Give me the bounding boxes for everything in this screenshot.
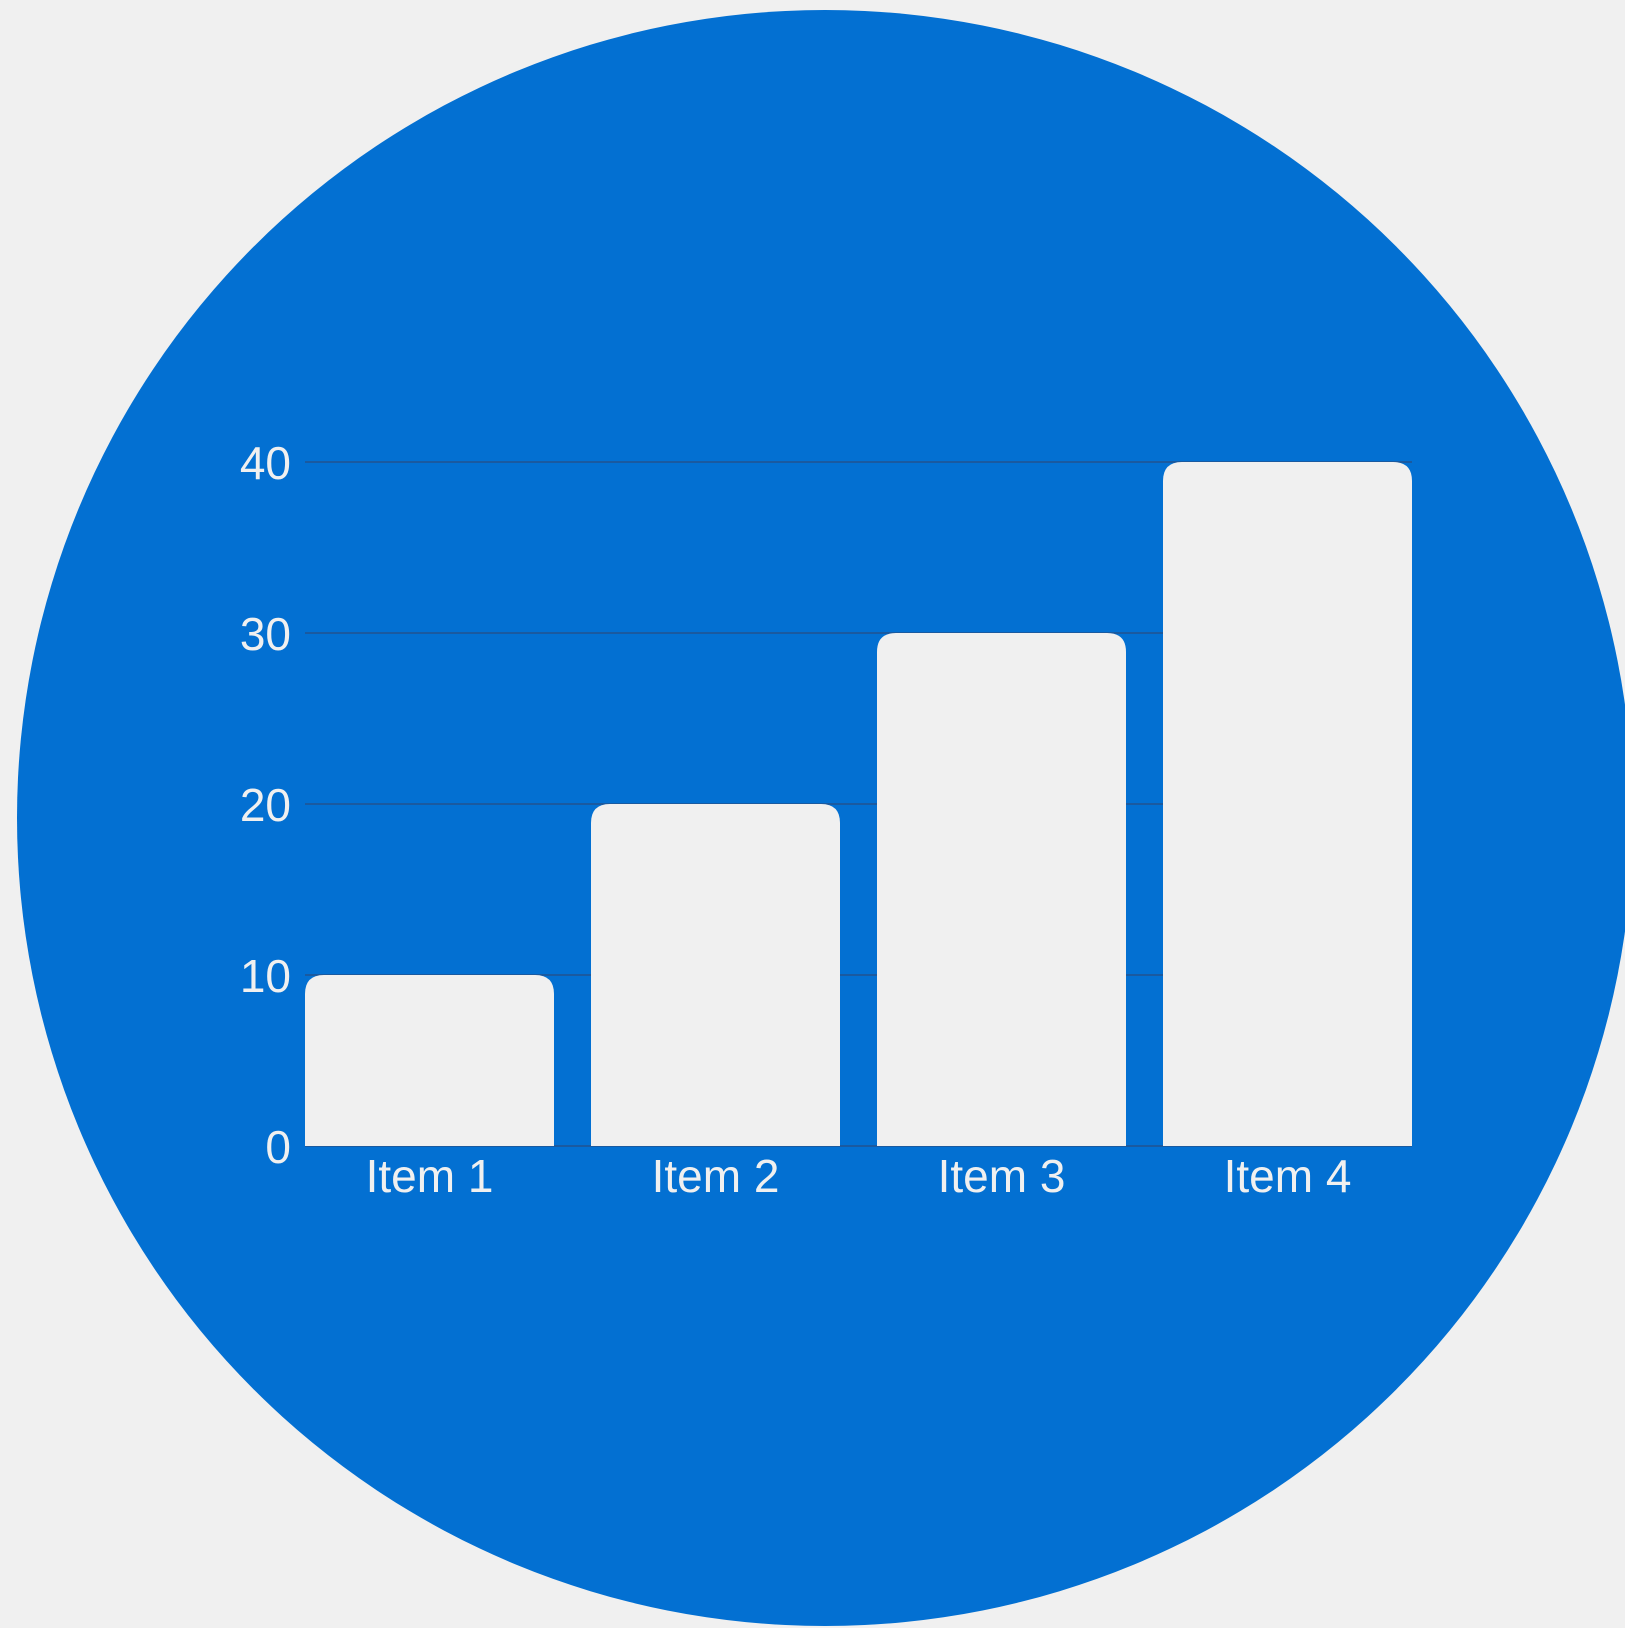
bars bbox=[305, 462, 1412, 1146]
y-tick-label: 0 bbox=[265, 1121, 291, 1173]
bar-3 bbox=[877, 633, 1126, 1146]
y-tick-label: 40 bbox=[240, 437, 291, 489]
x-axis-labels: Item 1 Item 2 Item 3 Item 4 bbox=[366, 1150, 1352, 1202]
bar-2 bbox=[591, 804, 840, 1146]
y-tick-label: 10 bbox=[240, 950, 291, 1002]
y-tick-label: 20 bbox=[240, 779, 291, 831]
x-category-label: Item 4 bbox=[1224, 1150, 1352, 1202]
bar-1 bbox=[305, 975, 554, 1146]
y-axis-ticks: 0 10 20 30 40 bbox=[240, 437, 291, 1173]
bar-4 bbox=[1163, 462, 1412, 1146]
x-category-label: Item 3 bbox=[938, 1150, 1066, 1202]
y-tick-label: 30 bbox=[240, 608, 291, 660]
x-category-label: Item 1 bbox=[366, 1150, 494, 1202]
x-category-label: Item 2 bbox=[652, 1150, 780, 1202]
